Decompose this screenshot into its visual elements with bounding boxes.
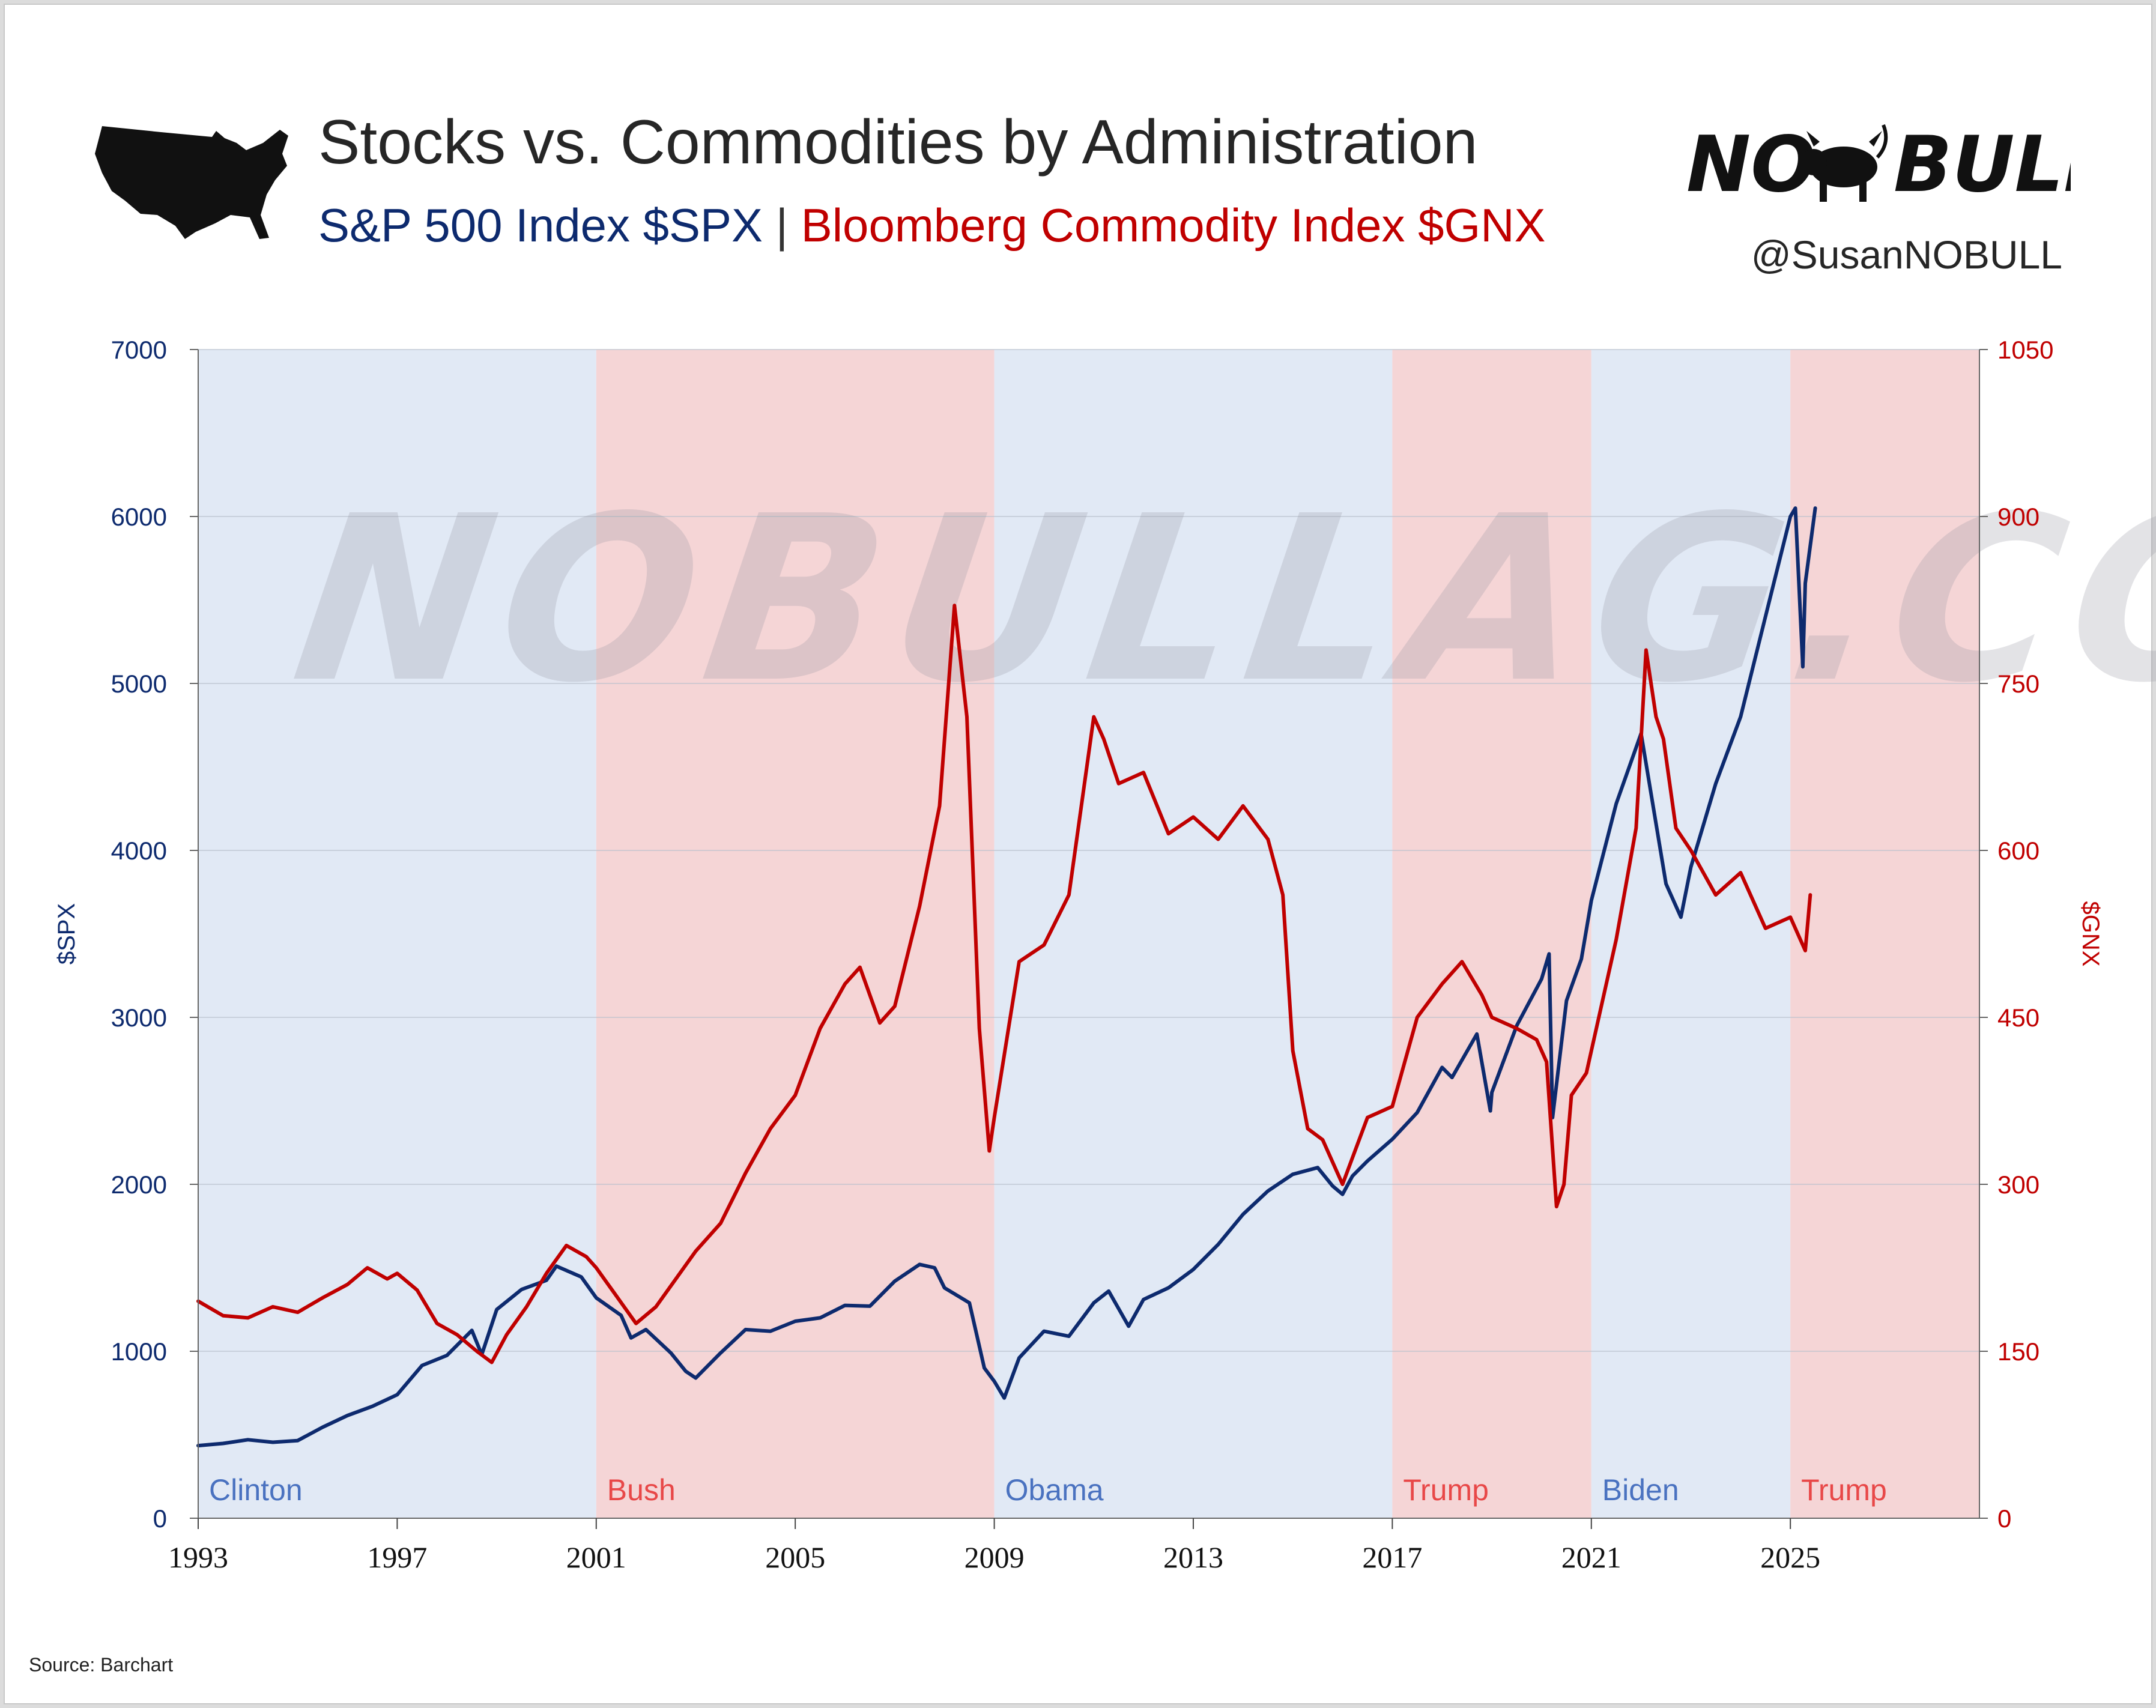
- right-tick-label: 900: [1997, 503, 2039, 531]
- right-tick-label: 300: [1997, 1170, 2039, 1199]
- admin-label-trump-3: Trump: [1403, 1473, 1489, 1507]
- x-tick-label: 2009: [964, 1540, 1025, 1574]
- right-axis-title: $GNX: [2077, 901, 2104, 967]
- x-tick-label: 2021: [1561, 1540, 1622, 1574]
- subtitle-gnx: Bloomberg Commodity Index $GNX: [801, 199, 1546, 252]
- admin-band-trump-5: [1790, 350, 1979, 1518]
- brand-no-text: NO: [1686, 120, 1816, 210]
- left-tick-label: 6000: [111, 503, 167, 531]
- admin-label-trump-5: Trump: [1801, 1473, 1887, 1507]
- x-tick-label: 2017: [1362, 1540, 1422, 1574]
- administration-bands: [198, 350, 1979, 1518]
- left-tick-label: 5000: [111, 670, 167, 698]
- left-tick-label: 0: [153, 1504, 167, 1533]
- bull-icon: [1800, 124, 1888, 202]
- admin-label-clinton-0: Clinton: [209, 1473, 303, 1507]
- twitter-handle: @SusanNOBULL: [1751, 232, 2062, 277]
- right-tick-label: 1050: [1997, 336, 2053, 364]
- right-tick-label: 150: [1997, 1337, 2039, 1366]
- brand-bull-text: BULL: [1894, 120, 2071, 210]
- admin-band-clinton-0: [198, 350, 596, 1518]
- x-tick-label: 1993: [168, 1540, 228, 1574]
- left-tick-label: 3000: [111, 1004, 167, 1032]
- spx-line: [196, 506, 1817, 1448]
- subtitle-separator: |: [763, 199, 801, 252]
- chart-subtitle: S&P 500 Index $SPX | Bloomberg Commodity…: [318, 198, 1546, 253]
- x-tick-label: 2001: [566, 1540, 626, 1574]
- subtitle-spx: S&P 500 Index $SPX: [318, 199, 763, 252]
- gnx-line: [196, 604, 1812, 1364]
- axes: 0 1000 2000 3000 4000 5000 6000 7000 0 150 300 450 6…: [53, 336, 2104, 1574]
- usa-map-icon: [95, 126, 288, 239]
- x-tick-label: 1997: [367, 1540, 427, 1574]
- left-axis-title: $SPX: [53, 903, 80, 965]
- watermark: NOBULLAG.COM: [281, 468, 2156, 733]
- admin-band-trump-3: [1392, 350, 1591, 1518]
- nobull-logo: NO BULL: [1686, 120, 2071, 210]
- left-tick-label: 4000: [111, 837, 167, 865]
- right-tick-label: 450: [1997, 1004, 2039, 1032]
- right-tick-label: 750: [1997, 670, 2039, 698]
- admin-band-bush-1: [596, 350, 995, 1518]
- source-note: Source: Barchart: [29, 1654, 174, 1676]
- administration-labels: Clinton Bush Obama Trump Biden Trump: [209, 1473, 1887, 1507]
- left-tick-label: 2000: [111, 1170, 167, 1199]
- x-tick-label: 2025: [1760, 1540, 1820, 1574]
- admin-band-biden-4: [1591, 350, 1791, 1518]
- series-group: [196, 506, 1817, 1448]
- left-tick-label: 7000: [111, 336, 167, 364]
- chart-title: Stocks vs. Commodities by Administration: [318, 108, 1478, 177]
- admin-label-bush-1: Bush: [607, 1473, 676, 1507]
- right-tick-label: 600: [1997, 837, 2039, 865]
- x-tick-label: 2013: [1163, 1540, 1223, 1574]
- admin-band-obama-2: [994, 350, 1393, 1518]
- right-tick-label: 0: [1997, 1504, 2011, 1533]
- x-tick-label: 2005: [765, 1540, 825, 1574]
- left-tick-label: 1000: [111, 1337, 167, 1366]
- admin-label-biden-4: Biden: [1602, 1473, 1679, 1507]
- admin-label-obama-2: Obama: [1005, 1473, 1104, 1507]
